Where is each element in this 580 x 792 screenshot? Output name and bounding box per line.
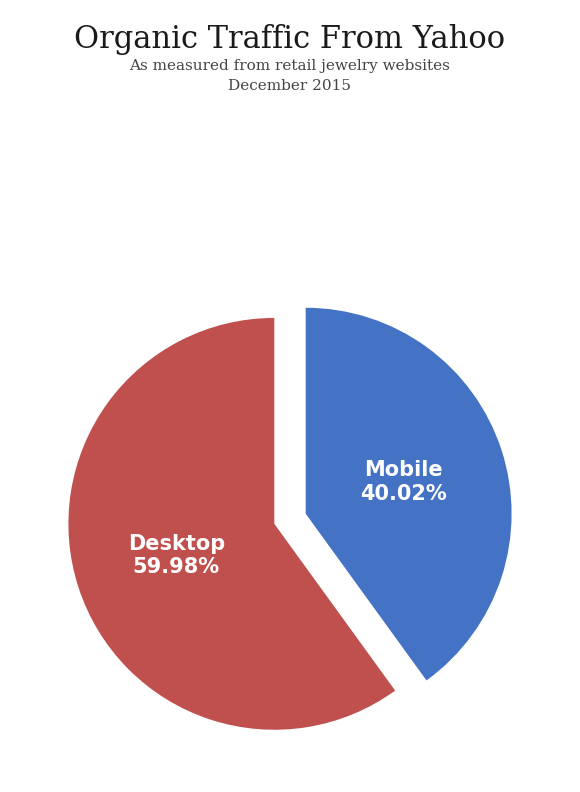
Text: As measured from retail jewelry websites: As measured from retail jewelry websites — [129, 59, 451, 74]
Text: Mobile
40.02%: Mobile 40.02% — [360, 460, 447, 504]
Wedge shape — [306, 308, 512, 680]
Wedge shape — [68, 318, 395, 729]
Text: Desktop
59.98%: Desktop 59.98% — [128, 534, 225, 577]
Text: December 2015: December 2015 — [229, 79, 351, 93]
Text: Organic Traffic From Yahoo: Organic Traffic From Yahoo — [74, 24, 506, 55]
